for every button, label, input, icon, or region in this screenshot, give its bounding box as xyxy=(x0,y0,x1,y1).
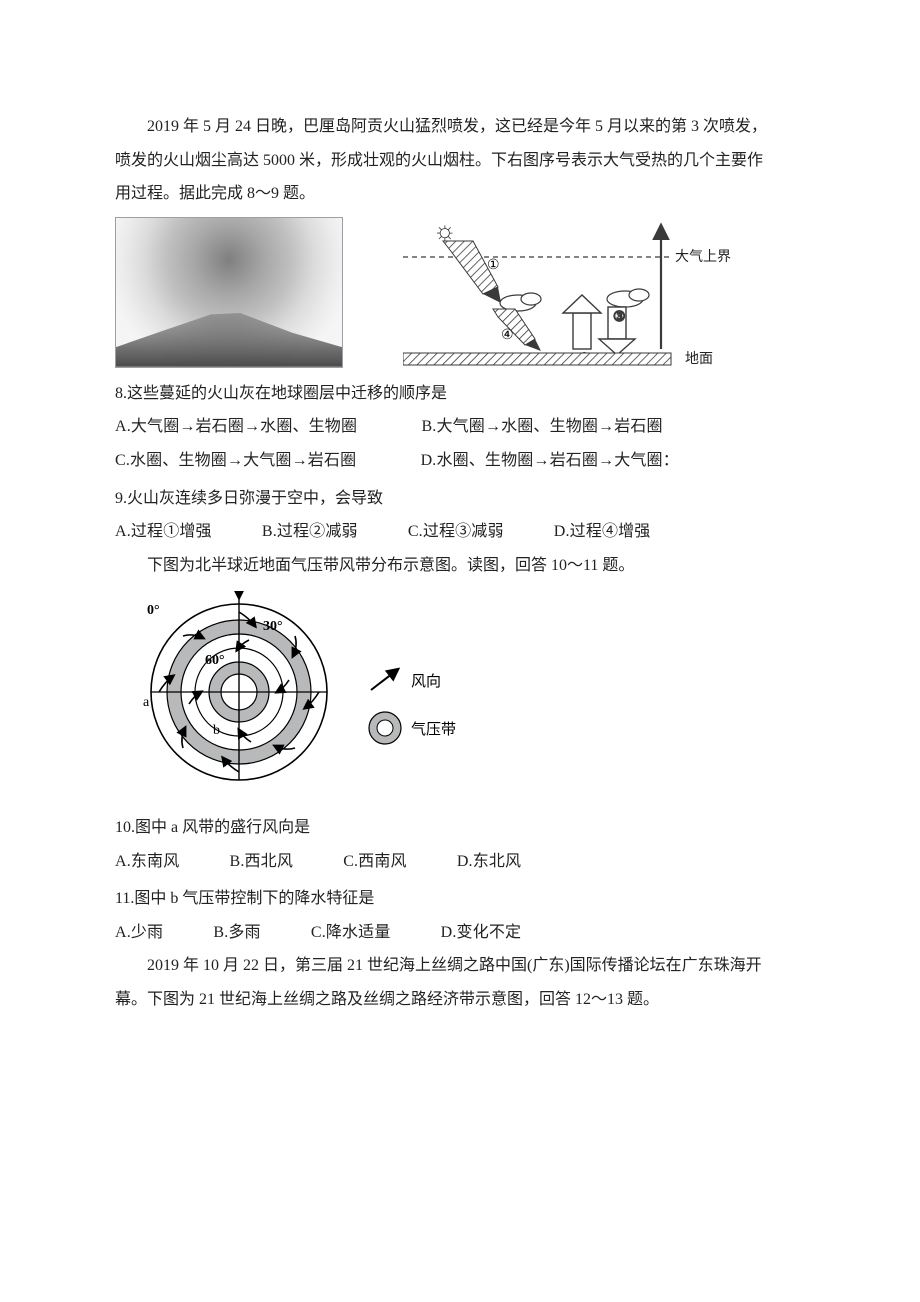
q9-opt-a: A.过程①增强 xyxy=(115,515,212,549)
q9-opt-d: D.过程④增强 xyxy=(554,515,651,549)
q8-opt-c: C.水圈、生物圈→大气圈→岩石圈 xyxy=(115,444,356,478)
pressure-diagram: 0° 30° 60° a b 风向 气压带 xyxy=(139,588,489,788)
label-ground: 地面 xyxy=(685,351,713,367)
ground-hatch-icon xyxy=(403,353,671,365)
intro-paragraph-1-line1: 2019 年 5 月 24 日晚，巴厘岛阿贡火山猛烈喷发，这已经是今年 5 月以… xyxy=(115,110,805,144)
figure-row-1: 大气上界 ☼ ① ④ ② xyxy=(115,217,805,369)
q8-opt-d: D.水圈、生物圈→岩石圈→大气圈： xyxy=(421,444,679,478)
label-a: a xyxy=(143,695,150,710)
legend-belt-label: 气压带 xyxy=(411,721,456,738)
q10-opt-c: C.西南风 xyxy=(343,845,406,879)
intro-paragraph-2: 下图为北半球近地面气压带风带分布示意图。读图，回答 10～11 题。 xyxy=(115,549,805,583)
q9-options: A.过程①增强 B.过程②减弱 C.过程③减弱 D.过程④增强 xyxy=(115,515,805,549)
arrow-4-icon: ④ xyxy=(493,309,541,351)
q11-opt-c: C.降水适量 xyxy=(311,916,391,950)
q11-opt-d: D.变化不定 xyxy=(441,916,522,950)
intro-paragraph-1-line2: 喷发的火山烟尘高达 5000 米，形成壮观的火山烟柱。下右图序号表示大气受热的几… xyxy=(115,144,805,178)
q8-opt-a: A.大气圈→岩石圈→水圈、生物圈 xyxy=(115,410,357,444)
q10-stem: 10.图中 a 风带的盛行风向是 xyxy=(115,811,805,845)
q10-opt-a: A.东南风 xyxy=(115,845,179,879)
label-atmo-top: 大气上界 xyxy=(675,249,731,265)
q9-stem: 9.火山灰连续多日弥漫于空中，会导致 xyxy=(115,482,805,516)
volcano-photo-icon xyxy=(115,217,343,368)
intro-paragraph-1-line3: 用过程。据此完成 8～9 题。 xyxy=(115,177,805,211)
label-60deg: 60° xyxy=(205,653,225,668)
arrow-1-icon: ① xyxy=(443,241,501,303)
legend-wind: 风向 xyxy=(371,670,441,690)
legend-belt: 气压带 xyxy=(369,712,456,744)
q9-opt-c: C.过程③减弱 xyxy=(408,515,504,549)
legend-wind-label: 风向 xyxy=(411,673,441,690)
q10-options: A.东南风 B.西北风 C.西南风 D.东北风 xyxy=(115,845,805,879)
pressure-diagram-wrap: 0° 30° 60° a b 风向 气压带 xyxy=(139,588,805,801)
svg-text:③: ③ xyxy=(613,310,626,325)
atmosphere-diagram: 大气上界 ☼ ① ④ ② xyxy=(403,217,753,369)
label-b: b xyxy=(213,723,220,738)
q11-stem: 11.图中 b 气压带控制下的降水特征是 xyxy=(115,882,805,916)
q11-opt-a: A.少雨 xyxy=(115,916,163,950)
svg-text:④: ④ xyxy=(501,328,514,343)
q9-opt-b: B.过程②减弱 xyxy=(262,515,358,549)
q11-options: A.少雨 B.多雨 C.降水适量 D.变化不定 xyxy=(115,916,805,950)
intro-paragraph-3-line1: 2019 年 10 月 22 日，第三届 21 世纪海上丝绸之路中国(广东)国际… xyxy=(115,949,805,983)
intro-paragraph-3-line2: 幕。下图为 21 世纪海上丝绸之路及丝绸之路经济带示意图，回答 12～13 题。 xyxy=(115,983,805,1017)
label-0deg: 0° xyxy=(147,603,160,618)
q8-stem: 8.这些蔓延的火山灰在地球圈层中迁移的顺序是 xyxy=(115,377,805,411)
q8-opt-b: B.大气圈→水圈、生物圈→岩石圈 xyxy=(421,410,662,444)
q8-options-row1: A.大气圈→岩石圈→水圈、生物圈 B.大气圈→水圈、生物圈→岩石圈 xyxy=(115,410,805,444)
arrow-3-icon: ③ xyxy=(599,307,635,355)
q10-opt-d: D.东北风 xyxy=(457,845,521,879)
q11-opt-b: B.多雨 xyxy=(213,916,260,950)
q10-opt-b: B.西北风 xyxy=(230,845,293,879)
q8-options-row2: C.水圈、生物圈→大气圈→岩石圈 D.水圈、生物圈→岩石圈→大气圈： xyxy=(115,444,805,478)
svg-text:①: ① xyxy=(487,258,500,273)
label-30deg: 30° xyxy=(263,619,283,634)
